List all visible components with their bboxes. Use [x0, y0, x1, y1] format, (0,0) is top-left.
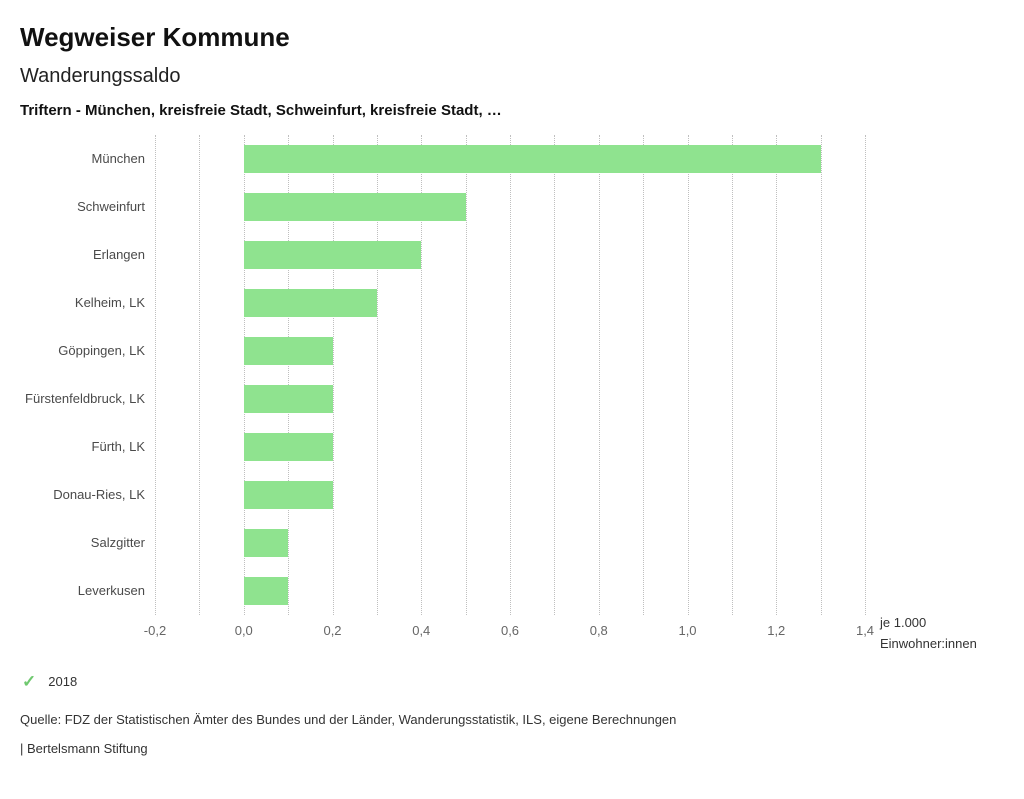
bar-münchen[interactable]	[243, 145, 821, 173]
gridline	[510, 135, 511, 615]
gridline	[731, 135, 733, 615]
x-axis-tick: 0,0	[234, 623, 253, 638]
bar-fürth-lk[interactable]	[243, 433, 333, 461]
bar-donau-ries-lk[interactable]	[243, 481, 333, 509]
bar-row	[155, 135, 865, 183]
x-axis-tick: 1,0	[678, 623, 697, 638]
brand-text: | Bertelsmann Stiftung	[20, 741, 148, 756]
y-axis-label: Leverkusen	[77, 582, 145, 598]
gridline	[643, 135, 645, 615]
bar-row	[155, 231, 865, 279]
y-axis-label: Salzgitter	[90, 534, 145, 550]
x-axis-tick: 1,4	[855, 623, 875, 638]
source-text: Quelle: FDZ der Statistischen Ämter des …	[20, 712, 677, 727]
x-axis-tick: 1,2	[767, 623, 786, 638]
x-axis-tick: -0,2	[143, 623, 167, 638]
gridline	[421, 135, 423, 615]
gridline	[376, 135, 378, 615]
page-title: Wegweiser Kommune	[20, 22, 290, 52]
bar-row	[155, 567, 865, 615]
gridline	[776, 135, 778, 615]
bar-chart: München Schweinfurt Erlangen Kelheim, LK Göp…	[20, 135, 1004, 659]
bar-row	[155, 375, 865, 423]
bar-row	[155, 183, 865, 231]
y-axis-label: Schweinfurt	[77, 198, 145, 214]
plot-area	[155, 135, 866, 615]
gridline	[820, 135, 822, 615]
y-axis-label: Kelheim, LK	[74, 294, 145, 310]
y-axis-label: Göppingen, LK	[58, 342, 145, 358]
bar-row	[155, 471, 865, 519]
bar-kelheim-lk[interactable]	[243, 289, 377, 317]
bar-row	[155, 423, 865, 471]
y-axis-label: Erlangen	[92, 246, 145, 262]
y-axis-label: München	[91, 150, 145, 166]
gridline	[199, 135, 201, 615]
chart-title: Wanderungssaldo	[20, 65, 181, 87]
x-axis-unit-line2: Einwohner:innen	[880, 635, 977, 651]
gridline	[687, 135, 689, 615]
x-axis-unit: je 1.000 Einwohner:innen	[880, 613, 1020, 655]
bar-schweinfurt[interactable]	[243, 193, 466, 221]
chart-selection: Triftern - München, kreisfreie Stadt, Sc…	[20, 102, 502, 119]
gridline	[288, 135, 290, 615]
gridline	[243, 135, 245, 615]
gridline	[465, 135, 467, 615]
x-axis-unit-line1: je 1.000	[880, 615, 927, 630]
legend-label: 2018	[48, 674, 78, 689]
gridline	[332, 135, 334, 615]
x-axis: -0,2 0,0 0,2 0,4 0,6 0,8 1,0 1,2 1,4	[144, 623, 874, 643]
bar-erlangen[interactable]	[243, 241, 422, 269]
gridline	[865, 135, 866, 615]
bar-salzgitter[interactable]	[243, 529, 289, 557]
gridline	[598, 135, 600, 615]
bar-row	[155, 519, 865, 567]
bar-leverkusen[interactable]	[243, 577, 289, 605]
legend-item-2018[interactable]: ✓ 2018	[22, 673, 1004, 690]
y-axis-label: Fürth, LK	[91, 438, 145, 454]
gridline	[554, 135, 556, 615]
x-axis-tick: 0,6	[500, 623, 520, 638]
gridline	[155, 135, 156, 615]
x-axis-tick: 0,8	[589, 623, 608, 638]
bar-fürstenfeldbruck-lk[interactable]	[243, 385, 333, 413]
y-axis-labels: München Schweinfurt Erlangen Kelheim, LK Göp…	[20, 135, 145, 615]
y-axis-label: Fürstenfeldbruck, LK	[25, 390, 145, 406]
bar-göppingen-lk[interactable]	[243, 337, 333, 365]
y-axis-label: Donau-Ries, LK	[53, 486, 145, 502]
page-header: Wegweiser Kommune Wanderungssaldo Trifte…	[20, 22, 1004, 119]
check-icon: ✓	[22, 672, 37, 691]
x-axis-tick: 0,2	[323, 623, 342, 638]
x-axis-tick: 0,4	[412, 623, 431, 638]
bar-row	[155, 327, 865, 375]
bar-row	[155, 279, 865, 327]
